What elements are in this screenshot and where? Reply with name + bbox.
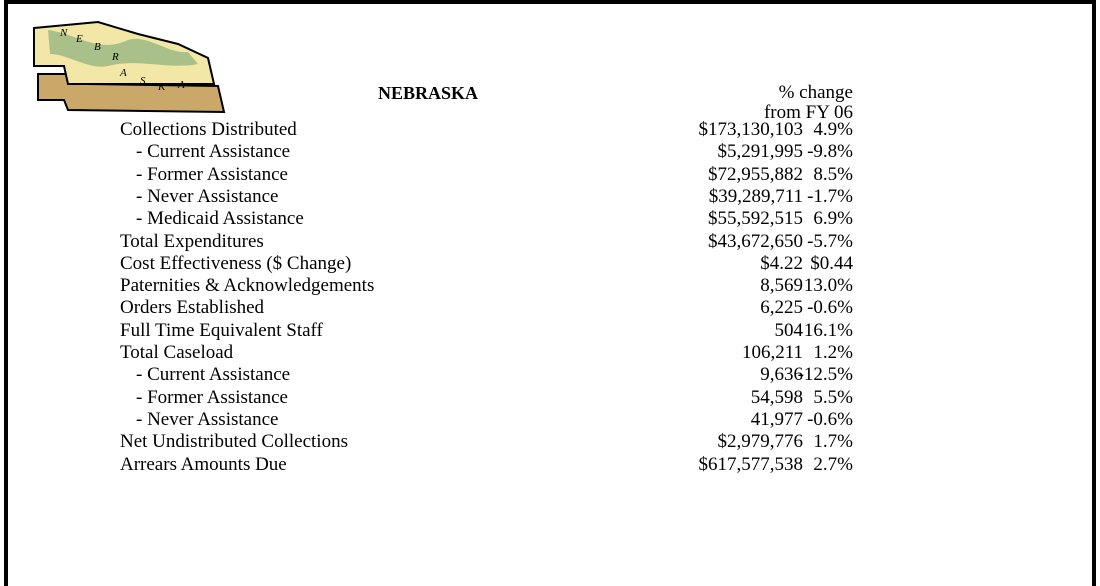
row-value: $39,289,711 xyxy=(708,185,803,207)
map-letter: B xyxy=(94,41,101,53)
row-label: - Current Assistance xyxy=(136,141,291,163)
row-change: $0.44 xyxy=(810,252,853,274)
row-change: -0.6% xyxy=(807,408,853,430)
row-label: Arrears Amounts Due xyxy=(120,453,287,475)
row-label: - Never Assistance xyxy=(136,185,279,207)
row-label: Total Expenditures xyxy=(120,230,264,252)
row-change: -0.6% xyxy=(807,297,853,319)
row-change: -1.7% xyxy=(807,185,853,207)
row-value: 54,598 xyxy=(750,386,803,408)
row-change: -5.7% xyxy=(807,230,853,252)
row-label: - Former Assistance xyxy=(136,163,288,185)
map-letter: R xyxy=(111,51,119,63)
row-change: 8.5% xyxy=(813,163,853,185)
row-value: $2,979,776 xyxy=(717,431,804,453)
map-letter: K xyxy=(157,81,166,93)
row-value: $4.22 xyxy=(760,252,803,274)
row-change: 4.9% xyxy=(813,119,853,140)
row-label: - Medicaid Assistance xyxy=(136,208,304,230)
row-value: 41,977 xyxy=(750,408,803,430)
row-label: Cost Effectiveness ($ Change) xyxy=(120,252,352,274)
map-letter: A xyxy=(119,67,127,79)
row-value: 8,569 xyxy=(760,275,803,297)
row-change: -9.8% xyxy=(807,141,853,163)
row-value: 9,636 xyxy=(760,364,803,386)
row-value: 504 xyxy=(774,319,804,341)
row-value: 106,211 xyxy=(741,342,803,363)
row-value: $72,955,882 xyxy=(708,163,803,185)
row-change: -12.5% xyxy=(797,364,853,386)
map-letter: N xyxy=(59,27,68,39)
row-value: $5,291,995 xyxy=(717,141,804,163)
row-label: Paternities & Acknowledgements xyxy=(120,275,375,297)
row-change: 6.9% xyxy=(813,208,853,230)
row-label: - Never Assistance xyxy=(136,408,279,430)
row-change: 2.7% xyxy=(813,453,853,475)
row-label: Full Time Equivalent Staff xyxy=(120,319,323,341)
row-change: 13.0% xyxy=(803,275,853,297)
map-letter: E xyxy=(75,33,83,45)
row-label: Orders Established xyxy=(120,297,265,319)
row-label: Collections Distributed xyxy=(120,119,297,140)
row-value: 6,225 xyxy=(760,297,803,319)
row-change: 1.7% xyxy=(813,431,853,453)
row-value: $43,672,650 xyxy=(708,230,803,252)
title: NEBRASKA xyxy=(378,83,479,103)
row-change: 1.2% xyxy=(813,342,853,363)
row-value: $617,577,538 xyxy=(698,453,804,475)
row-value: $55,592,515 xyxy=(708,208,803,230)
map-icon: N EBRAS K A xyxy=(33,20,226,114)
row-change: 5.5% xyxy=(813,386,853,408)
row-label: - Current Assistance xyxy=(136,364,291,386)
row-label: Total Caseload xyxy=(120,342,234,363)
row-change: 16.1% xyxy=(803,319,853,341)
map-letter: S xyxy=(140,75,146,87)
column-header: from FY 06 xyxy=(763,102,853,123)
row-value: $173,130,103 xyxy=(698,119,804,140)
map-letter: A xyxy=(177,79,185,91)
column-header: % change xyxy=(778,82,853,103)
row-label: - Former Assistance xyxy=(136,386,288,408)
row-label: Net Undistributed Collections xyxy=(120,431,348,453)
